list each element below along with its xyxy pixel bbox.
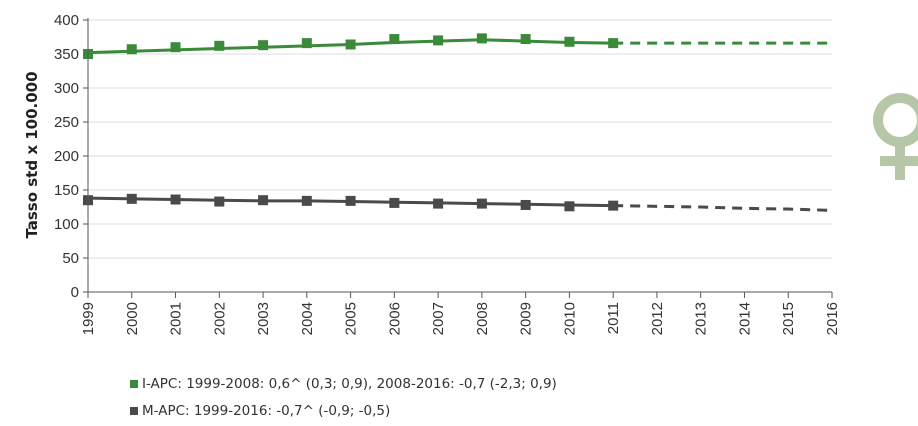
x-tick-label: 2012 — [649, 302, 666, 335]
x-tick-label: 2004 — [299, 302, 316, 335]
x-axis-ticks: 1999 2000 2001 2002 2003 2004 2005 2006 2007 2008… — [80, 292, 841, 335]
y-tick-label: 150 — [54, 182, 79, 199]
x-tick-label: 2016 — [824, 302, 841, 335]
data-point — [520, 199, 531, 210]
y-tick-label: 50 — [62, 250, 79, 267]
data-point — [608, 200, 619, 211]
data-point — [170, 194, 181, 205]
data-point — [301, 195, 312, 206]
y-axis-ticks: 0 50 100 150 200 250 300 350 400 — [54, 12, 88, 301]
data-point — [389, 197, 400, 208]
legend-swatch-green — [130, 380, 138, 388]
venus-symbol-icon — [873, 93, 918, 180]
x-tick-label: 2002 — [211, 302, 228, 335]
legend-label: I-APC: 1999-2008: 0,6^ (0,3; 0,9), 2008-… — [142, 376, 557, 392]
y-axis-label: Tasso std x 100.000 — [23, 71, 41, 238]
x-tick-label: 2011 — [605, 302, 622, 334]
y-tick-label: 200 — [54, 148, 79, 165]
legend-swatch-gray — [130, 407, 138, 415]
x-tick-label: 2001 — [168, 302, 185, 335]
data-point — [258, 195, 269, 206]
x-tick-label: 2009 — [518, 302, 535, 335]
data-point — [564, 36, 575, 47]
x-tick-label: 2008 — [474, 302, 491, 335]
data-point — [126, 44, 137, 55]
y-tick-label: 350 — [54, 46, 79, 63]
x-tick-label: 2014 — [736, 302, 753, 335]
data-point — [214, 40, 225, 51]
legend-label: M-APC: 1999-2016: -0,7^ (-0,9; -0,5) — [142, 403, 391, 419]
data-point — [433, 198, 444, 209]
y-tick-label: 300 — [54, 80, 79, 97]
legend-item-female-incidence: I-APC: 1999-2008: 0,6^ (0,3; 0,9), 2008-… — [130, 376, 557, 392]
data-point — [170, 42, 181, 53]
projected-trend-line — [613, 204, 833, 212]
data-point — [345, 195, 356, 206]
data-point — [301, 38, 312, 49]
series-1 — [83, 33, 832, 59]
x-tick-label: 2015 — [780, 302, 797, 335]
x-tick-label: 2000 — [124, 302, 141, 335]
x-tick-label: 2010 — [561, 302, 578, 335]
data-point — [214, 196, 225, 207]
data-point — [476, 198, 487, 209]
y-tick-label: 400 — [54, 12, 79, 29]
x-tick-label: 1999 — [80, 302, 97, 335]
legend-item-female-mortality: M-APC: 1999-2016: -0,7^ (-0,9; -0,5) — [130, 403, 390, 419]
data-point — [608, 38, 619, 49]
data-point — [258, 40, 269, 51]
series-2 — [83, 193, 833, 212]
data-point — [433, 35, 444, 46]
data-point — [389, 34, 400, 45]
y-tick-label: 250 — [54, 114, 79, 131]
y-tick-label: 0 — [71, 284, 79, 301]
y-tick-label: 100 — [54, 216, 79, 233]
data-point — [476, 33, 487, 44]
data-point — [520, 34, 531, 45]
series-layer — [83, 33, 833, 212]
data-point — [345, 39, 356, 50]
x-tick-label: 2006 — [386, 302, 403, 335]
x-tick-label: 2007 — [430, 302, 447, 335]
x-tick-label: 2005 — [343, 302, 360, 335]
gridlines — [88, 19, 832, 259]
data-point — [564, 201, 575, 212]
x-tick-label: 2013 — [693, 302, 710, 335]
data-point — [126, 193, 137, 204]
x-tick-label: 2003 — [255, 302, 272, 335]
